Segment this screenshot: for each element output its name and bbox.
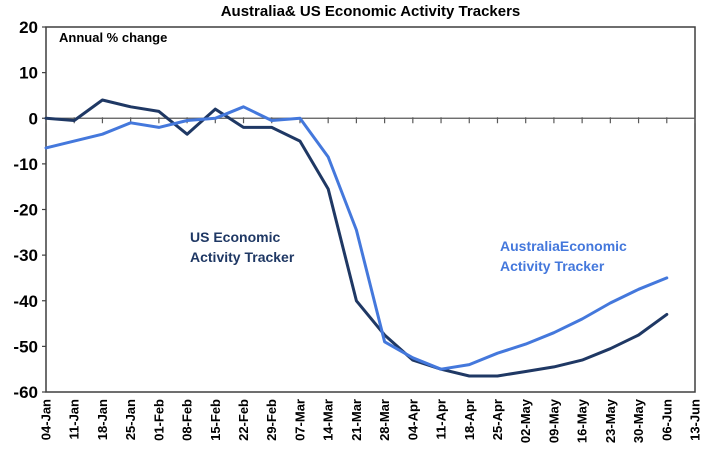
x-axis-label: 25-Apr — [490, 399, 505, 440]
x-axis-label: 23-May — [603, 398, 618, 443]
australia-series-label-line2: Activity Tracker — [500, 258, 605, 274]
annual-change-label: Annual % change — [59, 30, 168, 45]
x-axis-label: 22-Feb — [236, 399, 251, 441]
x-axis-label: 02-May — [518, 398, 533, 443]
x-axis-label: 06-Jun — [659, 399, 674, 441]
y-axis-label: 20 — [19, 18, 38, 37]
x-axis-label: 04-Apr — [405, 399, 420, 440]
us-series-label-line1: US Economic — [190, 229, 281, 245]
x-axis-label: 15-Feb — [208, 399, 223, 441]
x-axis-label: 09-May — [546, 398, 561, 443]
x-axis-label: 14-Mar — [321, 399, 336, 441]
y-axis-label: -50 — [13, 337, 38, 356]
x-axis-label: 13-Jun — [688, 399, 703, 441]
y-axis-label: 0 — [29, 109, 38, 128]
y-axis-label: -60 — [13, 383, 38, 402]
x-axis-label: 11-Jan — [67, 399, 82, 440]
australia-series-label-line1: AustraliaEconomic — [500, 238, 627, 254]
y-axis-label: -20 — [13, 201, 38, 220]
x-axis-label: 11-Apr — [434, 399, 449, 439]
australia-series-label: AustraliaEconomic Activity Tracker — [500, 236, 627, 276]
x-axis-label: 18-Apr — [462, 399, 477, 440]
x-axis-label: 08-Feb — [180, 399, 195, 441]
x-axis-label: 25-Jan — [123, 399, 138, 440]
y-axis-label: -30 — [13, 246, 38, 265]
y-axis-label: -40 — [13, 292, 38, 311]
y-axis-label: 10 — [19, 64, 38, 83]
y-axis-label: -10 — [13, 155, 38, 174]
x-axis-label: 28-Mar — [377, 399, 392, 441]
x-axis-label: 30-May — [631, 398, 646, 443]
chart-title: Australia& US Economic Activity Trackers — [220, 3, 521, 20]
x-axis-label: 16-May — [575, 398, 590, 443]
us-series-line — [44, 98, 669, 378]
x-axis-label: 07-Mar — [292, 399, 307, 441]
us-series-label-line2: Activity Tracker — [190, 249, 295, 265]
x-axis-label: 29-Feb — [264, 399, 279, 441]
x-axis-label: 18-Jan — [95, 399, 110, 440]
x-axis-label: 04-Jan — [39, 399, 54, 440]
australia-series-line — [44, 105, 669, 371]
x-axis-label: 21-Mar — [349, 399, 364, 441]
plot-border — [45, 26, 696, 393]
us-series-label: US Economic Activity Tracker — [190, 227, 294, 267]
x-axis-label: 01-Feb — [151, 399, 166, 441]
